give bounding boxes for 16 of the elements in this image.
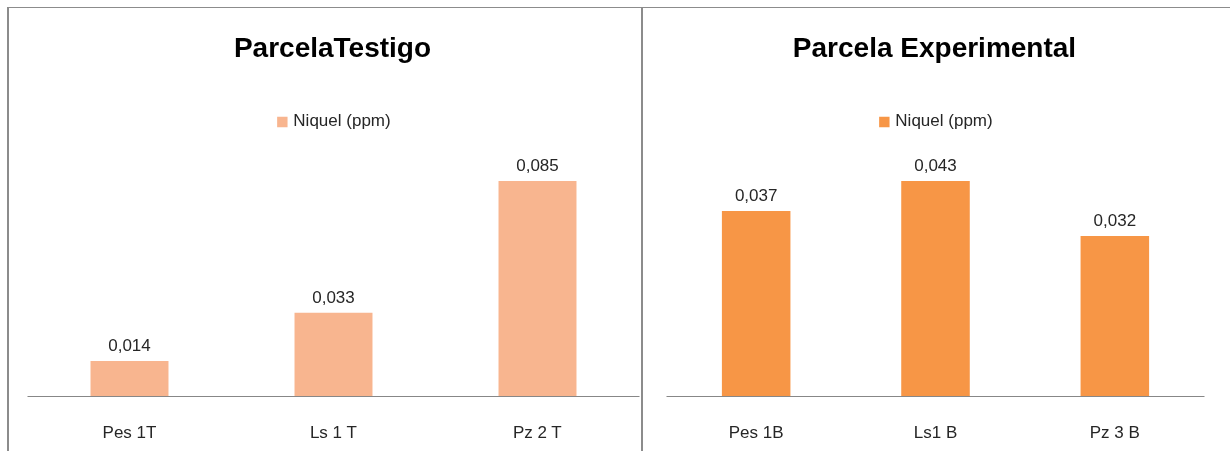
data-label: 0,037 — [734, 186, 778, 206]
data-label: 0,085 — [516, 155, 559, 175]
x-tick-label: Pes 1T — [102, 422, 157, 442]
x-tick-label: Pes 1B — [728, 422, 784, 442]
chart-title: Parcela Experimental — [792, 32, 1077, 63]
x-tick-label: Ls1 B — [913, 422, 958, 442]
x-tick-label: Pz 2 T — [512, 422, 562, 442]
data-label: 0,014 — [108, 336, 151, 355]
data-label: 0,032 — [1093, 211, 1137, 231]
data-label: 0,043 — [914, 155, 957, 175]
x-tick-label: Ls 1 T — [309, 422, 357, 442]
legend-label: Niquel (ppm) — [293, 111, 391, 131]
legend-label: Niquel (ppm) — [895, 111, 993, 131]
data-label: 0,033 — [312, 287, 355, 307]
x-tick-label: Pz 3 B — [1089, 422, 1140, 442]
chart-title: ParcelaTestigo — [233, 32, 432, 63]
